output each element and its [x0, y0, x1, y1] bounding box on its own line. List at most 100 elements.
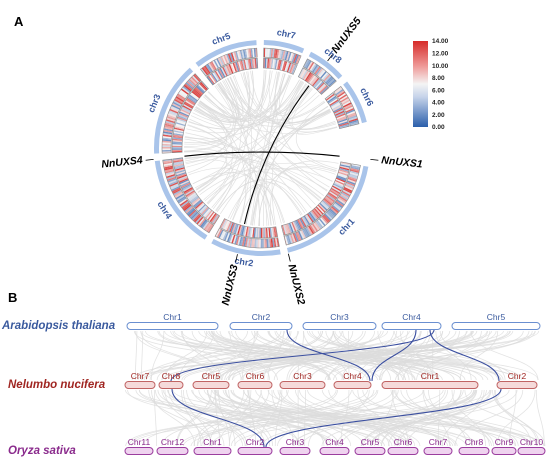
synteny-background-link: [340, 389, 350, 447]
heat-cell: [189, 93, 199, 101]
heat-cell: [325, 76, 333, 84]
synteny-background-link: [402, 330, 460, 381]
heat-cell: [176, 194, 185, 201]
heat-cell: [331, 103, 341, 110]
heat-cell: [320, 70, 327, 79]
heat-cell: [174, 168, 185, 173]
heat-cell: [311, 209, 320, 219]
heat-cell: [168, 111, 178, 117]
heat-cell: [338, 170, 349, 175]
species-label-os: Oryza sativa: [8, 445, 76, 457]
heat-cell: [287, 52, 292, 62]
heat-cell: [190, 196, 200, 204]
heat-cell: [179, 89, 189, 97]
heat-cell: [168, 179, 178, 184]
synteny-background-link: [352, 389, 532, 447]
heat-cell: [309, 75, 317, 85]
heat-cell: [172, 147, 183, 149]
heat-cell: [215, 228, 221, 238]
chromosome-bar-os-Chr2: [237, 447, 273, 455]
synteny-highlight-link: [171, 388, 265, 448]
heat-cell: [167, 178, 177, 183]
heat-cell: [175, 121, 186, 127]
heat-cell: [349, 170, 359, 175]
heat-cell: [336, 114, 347, 120]
heat-cell: [273, 48, 277, 58]
heat-cell: [307, 61, 313, 70]
heat-cell: [221, 219, 227, 229]
heat-cell: [252, 48, 255, 58]
heat-cell: [320, 86, 329, 95]
chromosome-ideograms: [154, 40, 369, 256]
heat-cell: [266, 48, 269, 58]
heat-cell: [232, 62, 238, 73]
heat-cell: [199, 82, 207, 91]
chromosome-label-nn-Chr6: Chr6: [246, 371, 265, 381]
heat-cell: [325, 195, 335, 203]
species-label-nn: Nelumbo nucifera: [8, 379, 106, 391]
heat-cell: [301, 229, 308, 238]
heat-cell: [185, 190, 195, 197]
heat-cell: [242, 49, 247, 59]
heat-cell: [196, 203, 205, 212]
heat-cell: [348, 116, 358, 121]
heat-cell: [220, 67, 227, 77]
synteny-background-link: [247, 330, 511, 381]
heat-cell: [225, 220, 231, 231]
synteny-background-link: [207, 389, 271, 447]
heat-cell: [175, 120, 186, 125]
heat-cell: [190, 76, 199, 84]
heat-cell: [297, 219, 303, 229]
heat-cell: [298, 218, 304, 229]
gene-label-NnUXS4: NnUXS4: [101, 154, 144, 170]
background-link: [278, 73, 331, 124]
heat-cell: [335, 111, 346, 118]
heat-cell: [340, 161, 351, 166]
heat-cell: [315, 67, 323, 76]
heat-cell: [192, 213, 201, 222]
heat-cell: [328, 97, 338, 104]
legend-tick: 14.00: [432, 38, 449, 45]
heat-cell: [325, 93, 335, 101]
heat-cell: [184, 188, 194, 195]
heat-cell: [266, 238, 269, 248]
heat-cell: [240, 60, 245, 71]
heat-cell: [320, 216, 329, 225]
heat-cell: [322, 215, 330, 224]
heat-cell: [181, 106, 192, 113]
heat-cell: [201, 207, 210, 216]
background-link: [232, 184, 282, 224]
heat-cell: [331, 186, 341, 193]
track-outline-chr8: [302, 58, 337, 88]
heat-cell: [216, 58, 222, 68]
heat-cell: [349, 119, 359, 124]
background-link: [218, 76, 244, 115]
synteny-background-link: [161, 330, 536, 381]
heat-cell: [305, 60, 312, 69]
heat-cell: [176, 173, 187, 178]
synteny-background-link: [393, 389, 517, 447]
heat-cell: [165, 119, 175, 124]
chromosome-bar-nn-Chr7: [124, 381, 156, 389]
heat-cell: [313, 79, 322, 88]
synteny-background-link: [439, 330, 506, 381]
ideogram-chr5: [195, 40, 257, 67]
heat-cell: [184, 83, 193, 91]
heat-cell: [334, 110, 345, 116]
heat-cell: [162, 139, 172, 142]
heat-cell: [284, 235, 289, 245]
chromosome-bar-os-Chr6: [387, 447, 419, 455]
heat-cell: [328, 190, 338, 198]
heat-cell: [326, 194, 336, 202]
heat-cell: [172, 158, 183, 162]
heat-cell: [276, 49, 280, 59]
heat-cell: [176, 119, 187, 124]
synteny-background-link: [151, 389, 196, 447]
heat-cell: [329, 208, 337, 216]
heat-cell: [342, 100, 351, 107]
heat-cell: [174, 97, 184, 104]
heat-cell: [226, 54, 231, 63]
synteny-background-link: [134, 330, 215, 381]
synteny-background-link: [267, 330, 285, 381]
background-link: [196, 70, 254, 121]
